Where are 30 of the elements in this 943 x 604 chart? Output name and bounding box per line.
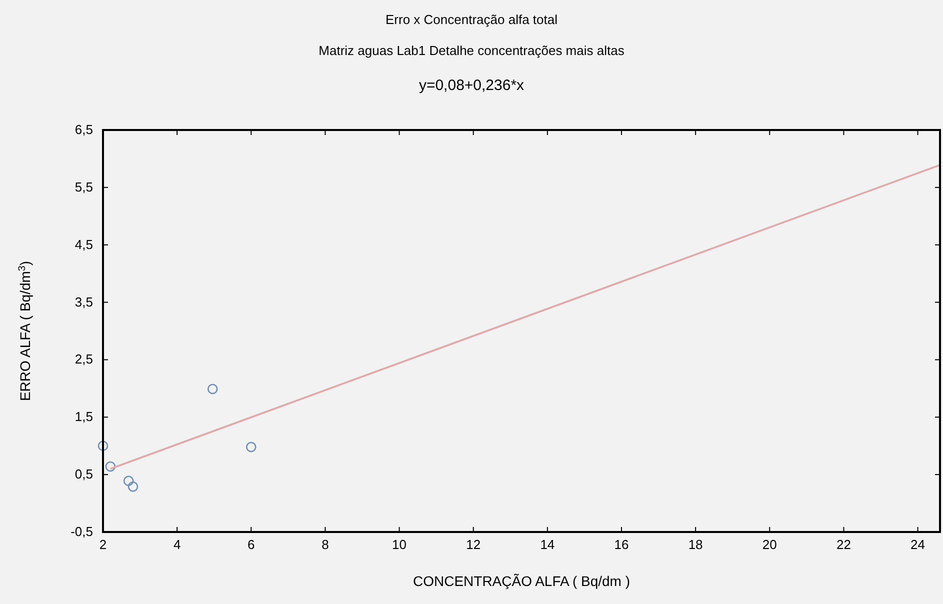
point	[123, 476, 134, 486]
x-tick-label: 22	[836, 537, 851, 552]
y-tick-label: 5,5	[74, 179, 93, 194]
chart-title: Erro x Concentração alfa total	[386, 12, 558, 27]
y-tick-label: 4,5	[74, 236, 93, 252]
x-axis-title: CONCENTRAÇÃO ALFA ( Bq/dm )	[412, 573, 630, 589]
y-tick-label: 1,5	[74, 409, 93, 424]
x-tick-label: 12	[466, 537, 481, 552]
y-tick-label: 2,5	[74, 352, 93, 367]
x-tick-label: 6	[248, 537, 255, 552]
x-tick-label: 4	[173, 537, 181, 552]
point	[105, 461, 116, 472]
point	[128, 481, 138, 492]
x-tick-label: 18	[688, 537, 703, 552]
y-tick-label: 0,5	[74, 466, 93, 482]
x-tick-label: 20	[762, 537, 777, 552]
x-tick-label: 24	[910, 537, 926, 552]
y-tick-label: -0,5	[70, 524, 93, 539]
x-tick-label: 8	[322, 537, 329, 552]
y-tick-label: 3,5	[74, 294, 93, 310]
text: y=0,08+0,236*x	[418, 77, 525, 94]
x-tick-label: 10	[392, 537, 407, 552]
point	[98, 440, 108, 452]
x-tick-label: 16	[614, 537, 629, 552]
x-tick-label: 14	[540, 537, 555, 552]
x-tick-label: 2	[99, 537, 107, 552]
point	[246, 442, 256, 452]
y-tick-label: 6,5	[74, 122, 93, 137]
chart-subtitle: Matriz aguas Lab1 Detalhe concentrações mais altas	[318, 43, 625, 58]
point	[207, 384, 218, 394]
